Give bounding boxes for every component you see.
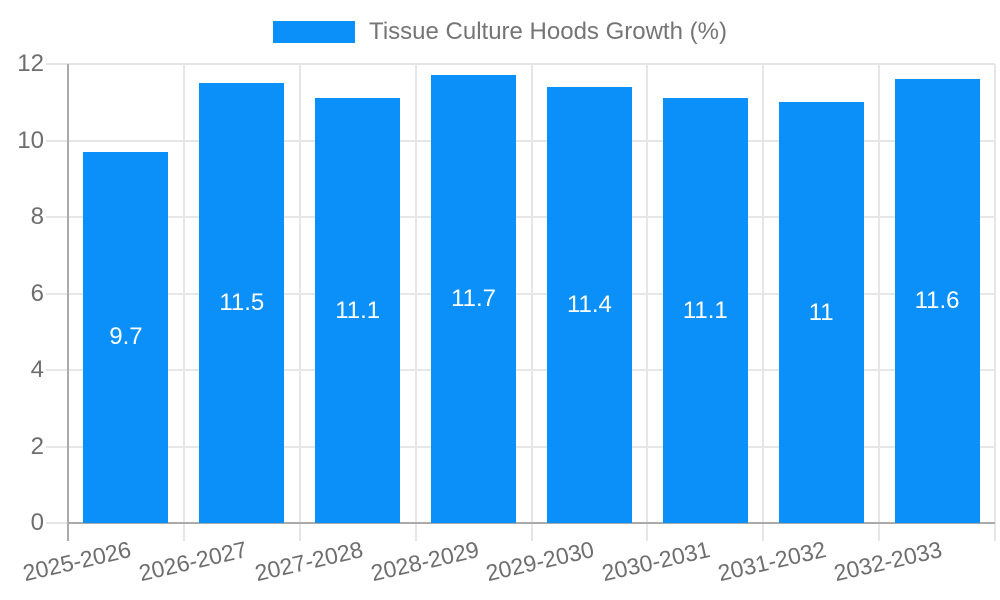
h-gridline xyxy=(46,369,995,371)
y-tick-label: 10 xyxy=(17,126,44,154)
v-gridline xyxy=(182,64,185,541)
h-gridline xyxy=(46,216,995,218)
bar-value-label: 9.7 xyxy=(109,323,143,351)
v-gridline xyxy=(994,64,996,541)
bar: 11.5 xyxy=(199,83,285,523)
bar: 9.7 xyxy=(83,151,169,523)
bar-value-label: 11.4 xyxy=(566,290,612,318)
x-tick-label: 2031-2032 xyxy=(715,536,829,587)
v-gridline xyxy=(878,64,881,541)
bar: 11.6 xyxy=(894,79,980,523)
bar-value-label: 11.7 xyxy=(451,285,497,313)
v-gridline xyxy=(298,64,301,541)
h-gridline xyxy=(46,63,995,65)
v-gridline xyxy=(762,64,765,541)
h-gridline xyxy=(46,139,995,142)
x-tick-label: 2028-2029 xyxy=(367,536,481,587)
x-axis-line xyxy=(68,522,995,524)
bar-value-label: 11 xyxy=(808,298,834,326)
x-tick-label: 2027-2028 xyxy=(252,536,366,587)
v-gridline xyxy=(646,64,649,541)
legend: Tissue Culture Hoods Growth (%) xyxy=(0,18,1000,46)
h-gridline xyxy=(46,445,995,448)
y-axis-line xyxy=(67,64,69,541)
v-gridline xyxy=(530,64,533,541)
bar: 11 xyxy=(778,102,864,523)
bar-value-label: 11.6 xyxy=(914,287,960,315)
y-tick-label: 12 xyxy=(17,50,44,77)
bar: 11.1 xyxy=(662,98,748,523)
bar: 11.4 xyxy=(546,86,632,523)
bar: 11.1 xyxy=(315,98,401,523)
y-tick-label: 0 xyxy=(30,509,44,536)
bar-value-label: 11.1 xyxy=(335,296,381,324)
legend-label: Tissue Culture Hoods Growth (%) xyxy=(369,18,727,45)
x-tick-label: 2032-2033 xyxy=(831,536,945,587)
x-tick-label: 2030-2031 xyxy=(599,536,713,587)
bar-value-label: 11.1 xyxy=(682,296,728,324)
x-tick-label: 2025-2026 xyxy=(20,536,134,587)
h-gridline xyxy=(46,292,995,295)
x-tick-label: 2026-2027 xyxy=(136,536,250,587)
legend-swatch xyxy=(273,21,356,43)
y-tick-label: 2 xyxy=(30,432,44,460)
y-tick-label: 6 xyxy=(30,279,44,307)
bar-value-label: 11.5 xyxy=(219,289,265,317)
y-tick-label: 4 xyxy=(30,356,44,383)
y-tick-label: 8 xyxy=(30,203,44,230)
v-gridline xyxy=(414,64,417,541)
x-tick-label: 2029-2030 xyxy=(483,536,597,587)
bar: 11.7 xyxy=(431,75,517,523)
